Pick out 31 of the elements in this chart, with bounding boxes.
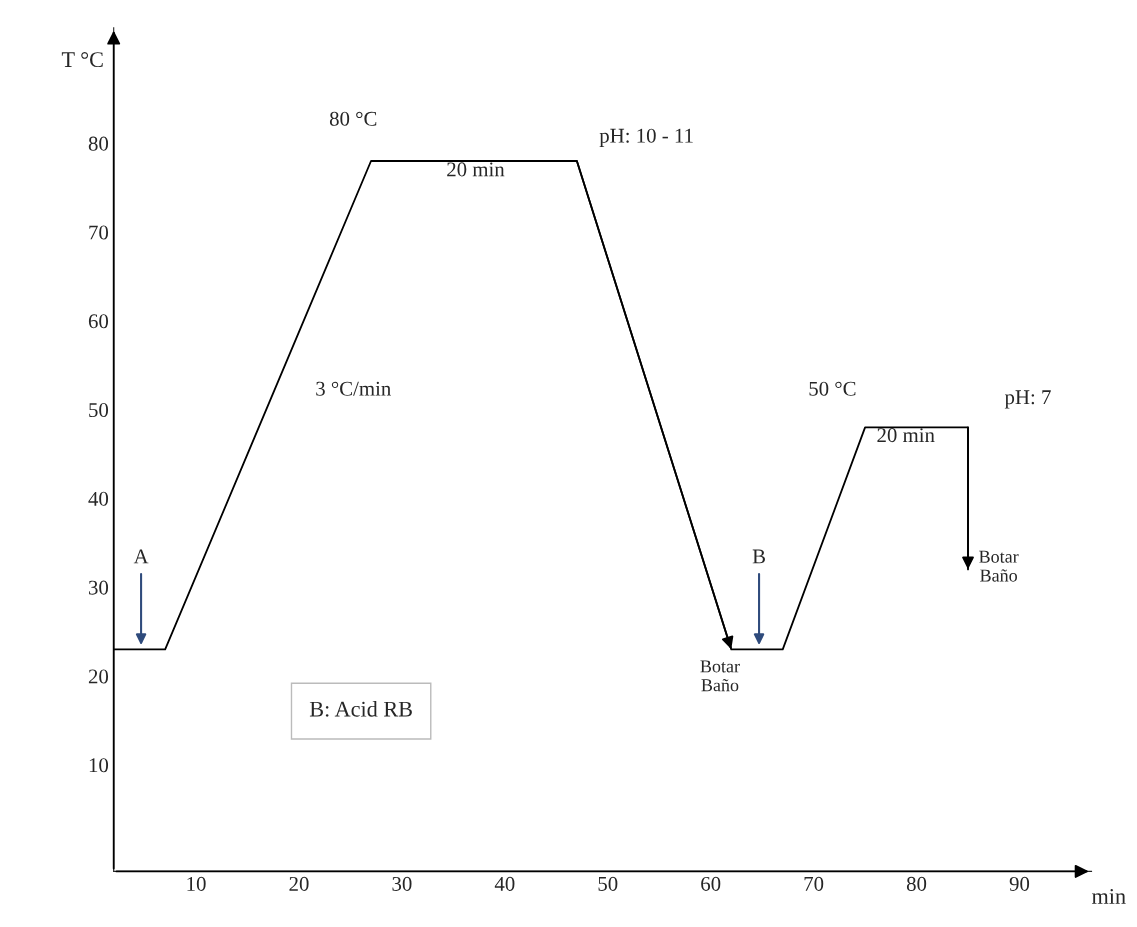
y-tick-label: 60 (88, 314, 109, 329)
y-tick-label: 50 (89, 403, 109, 418)
annotation: 80 °C (329, 111, 377, 126)
annotation: 3 °C/min (316, 381, 391, 396)
annotation: pH: 7 (1004, 390, 1051, 409)
annotation: pH: 10 - 11 (599, 128, 693, 147)
y-axis-title: T °C (61, 52, 103, 68)
y-tick-label: 70 (89, 225, 109, 240)
annotation: Botar Baño (700, 660, 740, 692)
y-tick-label: 30 (89, 580, 109, 595)
x-tick-label: 20 (289, 876, 309, 891)
x-tick-label: 70 (804, 876, 824, 891)
x-tick-label: 60 (701, 876, 721, 891)
y-tick-label: 80 (88, 136, 109, 151)
annotation: B (752, 549, 765, 564)
annotation: 20 min (877, 428, 935, 443)
annotation: A (133, 549, 149, 564)
annotation: 20 min (447, 162, 505, 177)
x-tick-label: 40 (494, 876, 515, 891)
y-tick-label: 20 (88, 669, 109, 684)
x-tick-label: 50 (598, 876, 618, 891)
x-tick-label: 80 (906, 876, 927, 891)
x-axis-title: min (1091, 888, 1126, 904)
x-tick-label: 90 (1009, 876, 1030, 891)
annotation: 50 °C (809, 381, 856, 396)
x-tick-label: 30 (392, 876, 412, 891)
y-tick-label: 40 (88, 491, 109, 506)
y-tick-label: 10 (89, 758, 109, 773)
x-tick-label: 10 (187, 876, 206, 891)
annotation: B: Acid RB (309, 701, 412, 717)
annotation: Botar Baño (979, 550, 1019, 582)
